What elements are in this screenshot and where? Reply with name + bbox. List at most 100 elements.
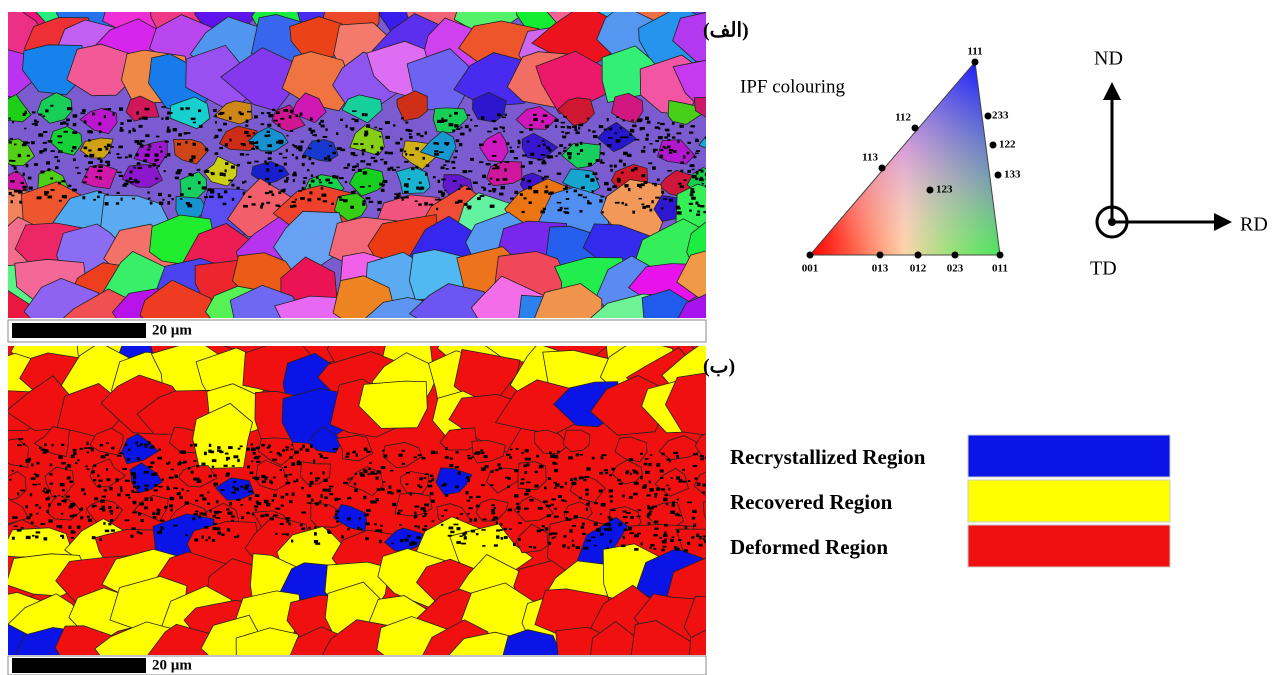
boundary-speck bbox=[570, 478, 573, 481]
boundary-speck bbox=[321, 187, 323, 190]
boundary-speck bbox=[641, 542, 643, 545]
boundary-speck bbox=[345, 456, 349, 458]
boundary-speck bbox=[390, 167, 393, 170]
boundary-speck bbox=[629, 458, 633, 461]
boundary-speck bbox=[344, 167, 349, 169]
boundary-speck bbox=[238, 448, 241, 450]
boundary-speck bbox=[246, 154, 250, 156]
boundary-speck bbox=[322, 194, 327, 197]
boundary-speck bbox=[456, 541, 461, 544]
boundary-speck bbox=[108, 152, 111, 154]
boundary-speck bbox=[71, 537, 74, 539]
boundary-speck bbox=[431, 500, 435, 503]
boundary-speck bbox=[316, 176, 319, 179]
boundary-speck bbox=[652, 183, 656, 185]
boundary-speck bbox=[119, 175, 123, 177]
boundary-speck bbox=[491, 509, 495, 512]
boundary-speck bbox=[521, 165, 525, 168]
boundary-speck bbox=[527, 180, 531, 183]
boundary-speck bbox=[445, 494, 448, 497]
boundary-speck bbox=[572, 525, 576, 527]
boundary-speck bbox=[204, 170, 209, 173]
boundary-speck bbox=[604, 182, 609, 185]
boundary-speck bbox=[237, 164, 240, 166]
boundary-speck bbox=[362, 149, 366, 152]
boundary-speck bbox=[21, 527, 24, 529]
boundary-speck bbox=[418, 203, 422, 205]
boundary-speck bbox=[328, 159, 331, 162]
boundary-speck bbox=[678, 539, 681, 541]
boundary-speck bbox=[599, 199, 602, 202]
boundary-speck bbox=[326, 179, 330, 182]
boundary-speck bbox=[117, 192, 120, 194]
boundary-speck bbox=[366, 163, 371, 165]
boundary-speck bbox=[264, 160, 266, 162]
boundary-speck bbox=[293, 179, 295, 182]
boundary-speck bbox=[280, 118, 284, 120]
axis-label: ND bbox=[1094, 48, 1123, 70]
boundary-speck bbox=[439, 151, 444, 153]
boundary-speck bbox=[647, 494, 651, 496]
boundary-speck bbox=[564, 511, 569, 513]
boundary-speck bbox=[313, 460, 315, 463]
boundary-speck bbox=[199, 125, 203, 128]
boundary-speck bbox=[661, 488, 665, 490]
boundary-speck bbox=[619, 160, 623, 163]
boundary-speck bbox=[126, 494, 130, 496]
boundary-speck bbox=[689, 132, 693, 134]
boundary-speck bbox=[107, 194, 109, 196]
boundary-speck bbox=[366, 451, 370, 453]
boundary-speck bbox=[359, 517, 361, 519]
boundary-speck bbox=[48, 496, 50, 498]
boundary-speck bbox=[66, 123, 68, 126]
boundary-speck bbox=[493, 517, 497, 520]
boundary-speck bbox=[176, 171, 181, 174]
boundary-speck bbox=[525, 449, 529, 452]
boundary-speck bbox=[119, 453, 123, 455]
boundary-speck bbox=[150, 447, 152, 449]
boundary-speck bbox=[379, 183, 383, 186]
boundary-speck bbox=[311, 162, 314, 164]
boundary-speck bbox=[179, 496, 182, 499]
boundary-speck bbox=[455, 150, 458, 152]
boundary-speck bbox=[590, 178, 594, 181]
boundary-speck bbox=[399, 524, 401, 526]
boundary-speck bbox=[265, 514, 269, 517]
boundary-speck bbox=[134, 492, 139, 494]
boundary-speck bbox=[161, 118, 163, 120]
boundary-speck bbox=[623, 511, 627, 513]
boundary-speck bbox=[508, 509, 513, 512]
boundary-speck bbox=[489, 190, 492, 192]
boundary-speck bbox=[580, 142, 582, 145]
boundary-speck bbox=[496, 535, 499, 538]
boundary-speck bbox=[157, 509, 161, 511]
boundary-speck bbox=[623, 119, 625, 121]
boundary-speck bbox=[225, 453, 229, 455]
boundary-speck bbox=[319, 182, 322, 184]
boundary-speck bbox=[275, 205, 279, 207]
boundary-speck bbox=[269, 191, 273, 194]
boundary-speck bbox=[682, 481, 686, 483]
boundary-speck bbox=[641, 150, 645, 153]
boundary-speck bbox=[689, 210, 692, 212]
boundary-speck bbox=[132, 198, 135, 200]
boundary-speck bbox=[663, 498, 667, 501]
page: {"panels": [{"label": "(الف)", "scale_ba… bbox=[0, 0, 1277, 675]
pole-dot bbox=[995, 172, 1002, 179]
boundary-speck bbox=[420, 135, 423, 137]
boundary-speck bbox=[225, 143, 228, 146]
boundary-speck bbox=[226, 474, 230, 477]
boundary-speck bbox=[193, 122, 196, 124]
boundary-speck bbox=[85, 465, 87, 467]
boundary-speck bbox=[93, 199, 96, 201]
boundary-speck bbox=[97, 170, 102, 172]
boundary-speck bbox=[73, 114, 78, 117]
boundary-speck bbox=[133, 130, 136, 132]
boundary-speck bbox=[612, 468, 615, 471]
boundary-speck bbox=[309, 484, 312, 487]
boundary-speck bbox=[113, 113, 115, 116]
boundary-speck bbox=[17, 529, 22, 532]
boundary-speck bbox=[496, 522, 498, 525]
boundary-speck bbox=[300, 524, 303, 526]
boundary-speck bbox=[250, 472, 254, 475]
